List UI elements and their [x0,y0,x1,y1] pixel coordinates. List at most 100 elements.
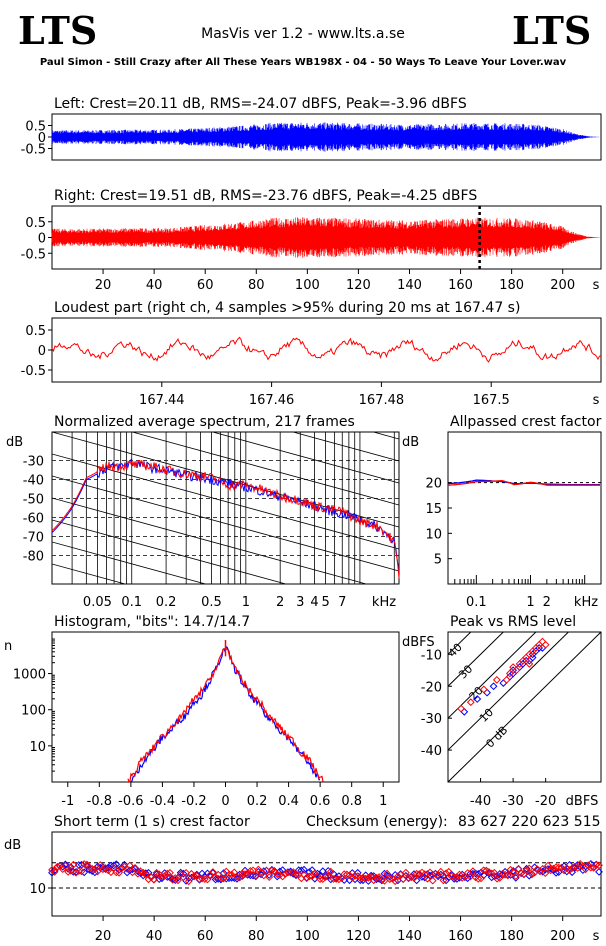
shortcrest-point-1 [407,873,416,882]
shortcrest-point-1 [565,866,574,875]
shortcrest-point-0 [589,863,598,872]
shortcrest-point-1 [262,866,271,875]
plot-frame-spectrum [51,431,400,585]
x-tick-label-crest: 0.1 [466,595,487,610]
x-tick-label-histogram: -0.4 [150,794,175,809]
shortcrest-point-1 [88,864,97,873]
shortcrest-point-1 [541,869,550,878]
shortcrest-point-1 [246,866,255,875]
peakrms-point-0 [460,707,469,716]
y-tick-label-loudest: 0.5 [25,324,46,339]
shortcrest-point-1 [324,872,333,881]
shortcrest-point-1 [493,874,502,883]
shortcrest-point-1 [233,872,241,881]
y-tick-label-peakrms: -20 [421,680,442,695]
y-tick-label-right: 0 [38,232,46,247]
histogram-series-1 [127,647,324,784]
x-tick-label-loudest: 167.48 [359,393,405,408]
x-tick-label-histogram: 0.6 [310,794,331,809]
shortcrest-point-1 [149,875,158,884]
peakrms-point-1 [512,666,521,675]
y-tick-label-right: 0.5 [25,216,46,231]
y-tick-label-peakrms: -10 [421,648,442,663]
crest-diagonal [448,632,505,687]
shortcrest-point-1 [157,872,166,881]
shortcrest-point-1 [329,875,338,883]
shortcrest-point-1 [227,870,236,879]
shortcrest-point-0 [412,876,421,885]
x-tick-label-shortcrest: 100 [295,929,320,944]
x-tick-label-shortcrest: 60 [197,929,214,944]
y-tick-label-peakrms: -40 [421,744,442,759]
x-tick-label-histogram: -1 [61,794,74,809]
grid-diag [52,497,368,584]
shortcrest-point-0 [141,869,150,878]
peakrms-point-1 [531,644,540,652]
y-label-histogram: n [4,639,12,654]
x-tick-label-spectrum: 3 [296,595,304,610]
shortcrest-point-1 [265,873,274,882]
shortcrest-point-0 [179,869,188,878]
shortcrest-point-1 [522,866,531,875]
shortcrest-point-1 [385,875,394,884]
shortcrest-point-1 [64,867,73,876]
crest-series-1 [447,480,600,486]
shortcrest-point-1 [436,867,445,876]
shortcrest-point-1 [450,873,459,881]
shortcrest-point-0 [581,862,590,871]
shortcrest-point-1 [241,870,249,879]
shortcrest-point-0 [466,869,475,878]
shortcrest-point-1 [426,868,434,877]
y-label-crest: dB [402,435,419,450]
shortcrest-point-1 [474,874,483,883]
diagonal-label: 40 [446,641,465,660]
shortcrest-point-1 [286,868,295,877]
shortcrest-point-1 [498,869,507,878]
peakrms-point-0 [473,695,482,703]
shortcrest-point-0 [123,868,132,877]
shortcrest-point-1 [98,865,107,874]
shortcrest-point-1 [340,870,349,879]
x-tick-label-right: 100 [295,278,320,293]
x-tick-label-histogram: 0 [221,794,229,809]
x-tick-label-peakrms: -30 [502,794,523,809]
x-tick-label-histogram: 0.4 [278,794,299,809]
shortcrest-point-1 [144,875,153,884]
peakrms-point-1 [515,660,524,668]
shortcrest-point-1 [369,876,378,885]
y-tick-label-left: 0 [38,131,46,146]
shortcrest-point-0 [442,876,451,885]
shortcrest-point-1 [74,867,83,875]
shortcrest-point-1 [554,863,563,872]
peakrms-point-1 [538,637,547,646]
x-tick-label-right: 60 [197,278,214,293]
grid-diag [130,432,399,506]
x-tick-label-shortcrest: 120 [346,929,371,944]
y-tick-label-spectrum: -30 [23,455,44,470]
shortcrest-point-0 [214,874,223,883]
shortcrest-point-1 [428,876,437,885]
x-tick-label-shortcrest: 160 [448,929,473,944]
shortcrest-point-1 [160,871,169,880]
plot-frame-peakrms [447,631,602,783]
shortcrest-point-1 [179,873,188,882]
peakrms-point-1 [466,698,475,707]
y-tick-label-crest: 10 [425,527,442,542]
shortcrest-point-1 [477,874,485,883]
shortcrest-point-1 [80,860,89,868]
y-label-spectrum: dB [6,435,23,450]
shortcrest-point-1 [206,870,215,879]
shortcrest-point-1 [230,868,239,877]
shortcrest-point-1 [393,872,402,881]
shortcrest-point-1 [372,873,381,882]
x-tick-label-shortcrest: 80 [248,929,265,944]
x-tick-label-shortcrest: 40 [146,929,163,944]
peakrms-point-1 [457,704,465,713]
shortcrest-point-0 [104,863,113,872]
y-tick-label-spectrum: -50 [23,493,44,508]
shortcrest-point-1 [423,874,432,883]
shortcrest-point-1 [131,863,140,872]
x-unit-loudest: s [593,393,600,408]
shortcrest-point-1 [525,864,534,873]
